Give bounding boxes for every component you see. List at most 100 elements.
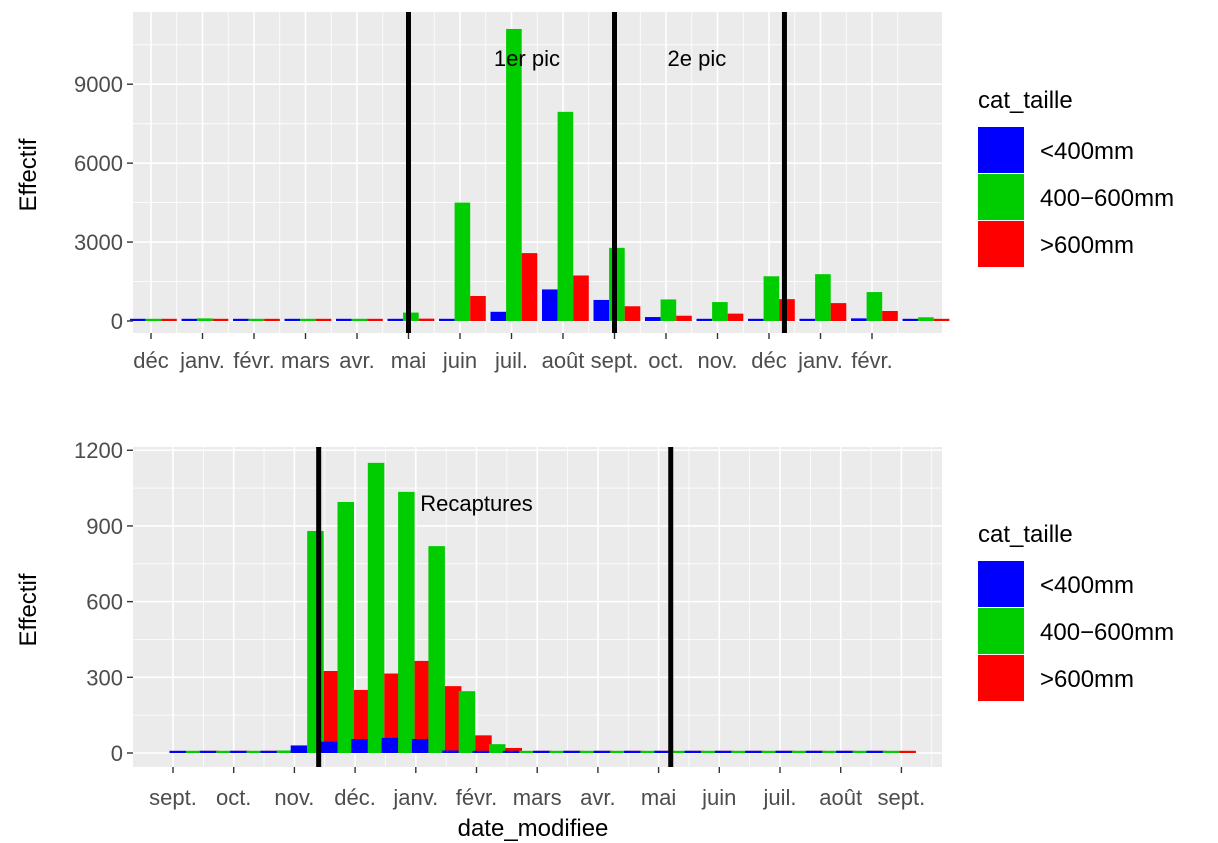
bar — [212, 318, 229, 321]
bar — [748, 318, 764, 321]
bottom-x-axis: sept. oct. nov. déc. janv. févr. mars avr. mai ju… — [149, 767, 925, 810]
bar — [428, 546, 445, 753]
bar — [506, 28, 522, 322]
top-vlines — [406, 12, 787, 333]
bar — [670, 750, 688, 753]
bar — [489, 744, 506, 753]
bar — [763, 276, 780, 321]
bottom-y-axis: 0 300 600 900 1200 — [74, 438, 133, 766]
x-tick-label: mars — [281, 348, 330, 373]
legend-label: <400mm — [1040, 138, 1134, 165]
x-tick-label: juin — [701, 785, 736, 810]
bar — [315, 318, 332, 321]
bar — [761, 750, 779, 753]
bar — [367, 318, 383, 321]
bar — [696, 318, 713, 321]
bar — [918, 317, 934, 321]
bottom-grid — [133, 447, 942, 767]
y-tick-label: 6000 — [74, 151, 123, 176]
bar — [470, 296, 486, 321]
bar — [442, 750, 459, 753]
bar — [775, 750, 792, 753]
x-tick-label: août — [542, 348, 585, 373]
bottom-bars — [169, 462, 916, 753]
bar — [654, 750, 671, 753]
annotation-label: 1er pic — [494, 46, 560, 71]
bar — [276, 750, 294, 753]
bar — [851, 318, 867, 321]
bar — [712, 302, 728, 321]
bar — [533, 750, 550, 753]
x-tick-label: sept. — [149, 785, 197, 810]
bar — [624, 750, 641, 753]
legend-label: <400mm — [1040, 572, 1134, 599]
bar — [233, 318, 249, 321]
bar — [186, 750, 203, 753]
bar — [472, 750, 489, 753]
bar — [573, 275, 589, 321]
x-tick-label: déc. — [334, 785, 376, 810]
bottom-y-axis-label: Effectif — [15, 573, 42, 646]
bar — [624, 306, 641, 321]
bar — [557, 111, 574, 321]
bar — [130, 318, 146, 321]
bar — [792, 750, 809, 753]
bar — [454, 202, 471, 321]
bar — [284, 318, 301, 321]
legend-label: 400−600mm — [1040, 619, 1174, 646]
bar — [387, 318, 404, 321]
x-tick-label: janv. — [797, 348, 843, 373]
top-annotations: 1er pic 2e pic — [494, 46, 726, 71]
x-tick-label: juil. — [762, 785, 796, 810]
bar — [701, 750, 718, 753]
bar — [418, 318, 435, 321]
bar — [579, 750, 597, 753]
bar — [246, 750, 264, 753]
bar — [398, 491, 415, 753]
bar — [216, 750, 233, 753]
legend-swatch — [978, 561, 1024, 607]
annotation-label: Recaptures — [420, 491, 533, 516]
bar — [731, 750, 748, 753]
bar — [684, 750, 702, 753]
top-legend-title: cat_taille — [978, 87, 1073, 114]
bar — [475, 735, 492, 753]
top-y-axis-label: Effectif — [15, 138, 42, 211]
bottom-x-axis-label: date_modifiee — [458, 815, 609, 842]
x-tick-label: oct. — [216, 785, 251, 810]
top-bars — [130, 28, 950, 322]
top-panel: 1er pic 2e pic 0 3000 6000 9000 déc janv. févr… — [15, 12, 1174, 373]
bar — [248, 318, 265, 321]
annotation-label: 2e pic — [668, 46, 727, 71]
bar — [300, 318, 316, 321]
bar — [542, 289, 558, 321]
bar — [549, 750, 567, 753]
bar — [444, 686, 462, 753]
legend-swatch — [978, 221, 1024, 267]
top-x-axis: déc janv. févr. mars avr. mai juin juil. août sep… — [133, 333, 893, 373]
bar — [745, 750, 762, 753]
x-tick-label: nov. — [698, 348, 738, 373]
bar — [351, 739, 368, 753]
x-tick-label: avr. — [339, 348, 374, 373]
bar — [367, 462, 385, 753]
legend-swatch — [978, 174, 1024, 220]
bar — [882, 311, 898, 321]
bar — [321, 741, 338, 753]
y-tick-label: 0 — [111, 309, 123, 334]
bar — [815, 274, 831, 321]
y-tick-label: 9000 — [74, 72, 123, 97]
x-tick-label: févr. — [851, 348, 893, 373]
bottom-vlines — [316, 447, 674, 767]
bar — [836, 750, 853, 753]
legend-label: >600mm — [1040, 666, 1134, 693]
bar — [521, 253, 538, 321]
x-tick-label: oct. — [648, 348, 683, 373]
legend-label: 400−600mm — [1040, 185, 1174, 212]
bar — [714, 750, 732, 753]
bar — [727, 313, 744, 321]
bottom-legend: cat_taille <400mm 400−600mm >600mm — [978, 521, 1174, 701]
bar — [351, 318, 368, 321]
y-tick-label: 3000 — [74, 230, 123, 255]
